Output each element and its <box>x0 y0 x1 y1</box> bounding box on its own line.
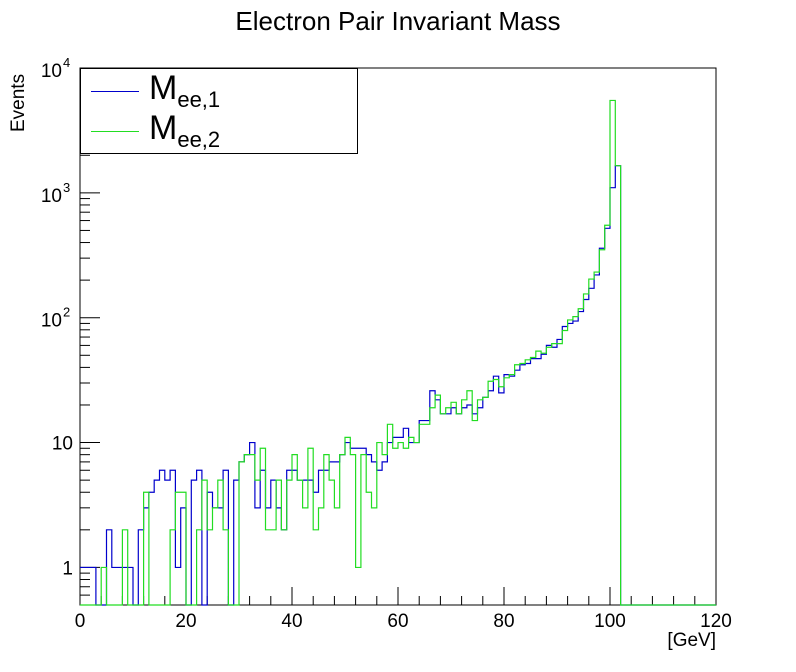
legend-swatch-2 <box>91 130 139 132</box>
x-axis-label: [GeV] <box>667 630 716 651</box>
x-tick-label: 60 <box>387 611 408 632</box>
legend-swatch-1 <box>91 90 139 92</box>
y-tick-exponent: 2 <box>63 305 70 320</box>
y-tick-label: 10 <box>41 61 62 82</box>
y-tick-exponent: 3 <box>63 180 70 195</box>
legend-label-1: Mee,1 <box>149 69 221 112</box>
x-tick-label: 120 <box>700 611 732 632</box>
x-tick-label: 20 <box>175 611 196 632</box>
y-tick-label: 10 <box>41 186 62 207</box>
legend-entry-2: Mee,2 <box>91 111 220 151</box>
legend: Mee,1 Mee,2 <box>80 68 358 154</box>
series-2-histogram <box>80 99 716 606</box>
series-group <box>80 99 716 606</box>
y-tick-label: 10 <box>52 434 73 455</box>
x-tick-label: 80 <box>493 611 514 632</box>
legend-entry-1: Mee,1 <box>91 71 220 111</box>
y-tick-exponent: 4 <box>63 55 70 70</box>
y-tick-label: 1 <box>62 558 73 579</box>
y-tick-label: 10 <box>41 311 62 332</box>
chart-title: Electron Pair Invariant Mass <box>235 6 561 36</box>
x-tick-label: 100 <box>594 611 626 632</box>
legend-label-2: Mee,2 <box>149 109 221 152</box>
y-axis-label: Events <box>8 73 29 132</box>
x-tick-label: 40 <box>281 611 302 632</box>
x-tick-label: 0 <box>75 611 86 632</box>
